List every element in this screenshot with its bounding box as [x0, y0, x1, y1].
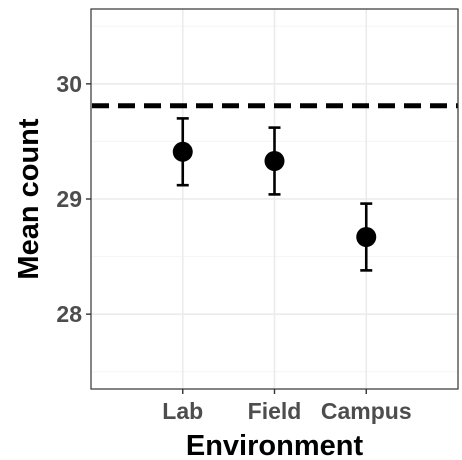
axes: 28 29 30 Lab Field Campus [56, 71, 411, 424]
y-tick-label: 28 [56, 301, 82, 327]
x-tick-label: Campus [321, 398, 412, 424]
grid [91, 9, 458, 389]
x-axis-title: Environment [186, 430, 364, 460]
y-tick-label: 29 [56, 186, 82, 212]
y-tick-label: 30 [56, 71, 82, 97]
data-point [356, 227, 377, 247]
y-axis-title: Mean count [13, 118, 45, 279]
x-tick-label: Field [248, 398, 302, 424]
data-marks [172, 117, 377, 272]
x-tick-label: Lab [162, 398, 203, 424]
data-point [172, 141, 193, 162]
data-point [264, 151, 285, 171]
